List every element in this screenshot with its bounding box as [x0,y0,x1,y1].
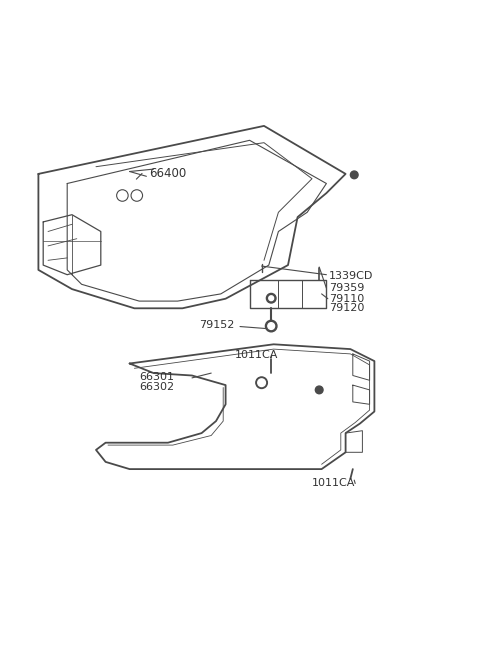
Text: 1011CA: 1011CA [312,479,355,489]
Circle shape [265,320,277,332]
Text: 79110: 79110 [329,293,364,304]
Text: 79152: 79152 [199,320,235,330]
Text: 66301: 66301 [139,372,174,382]
Text: 1339CD: 1339CD [329,271,373,281]
Circle shape [266,293,276,303]
Circle shape [315,386,323,394]
Text: 66302: 66302 [139,382,174,392]
Text: 79120: 79120 [329,303,364,313]
Circle shape [256,377,267,388]
Circle shape [258,379,265,386]
Circle shape [268,323,275,329]
Text: 1011CA: 1011CA [235,350,278,360]
Text: 66400: 66400 [149,168,186,180]
Circle shape [350,171,358,179]
Text: 79359: 79359 [329,283,364,293]
Circle shape [269,296,274,301]
